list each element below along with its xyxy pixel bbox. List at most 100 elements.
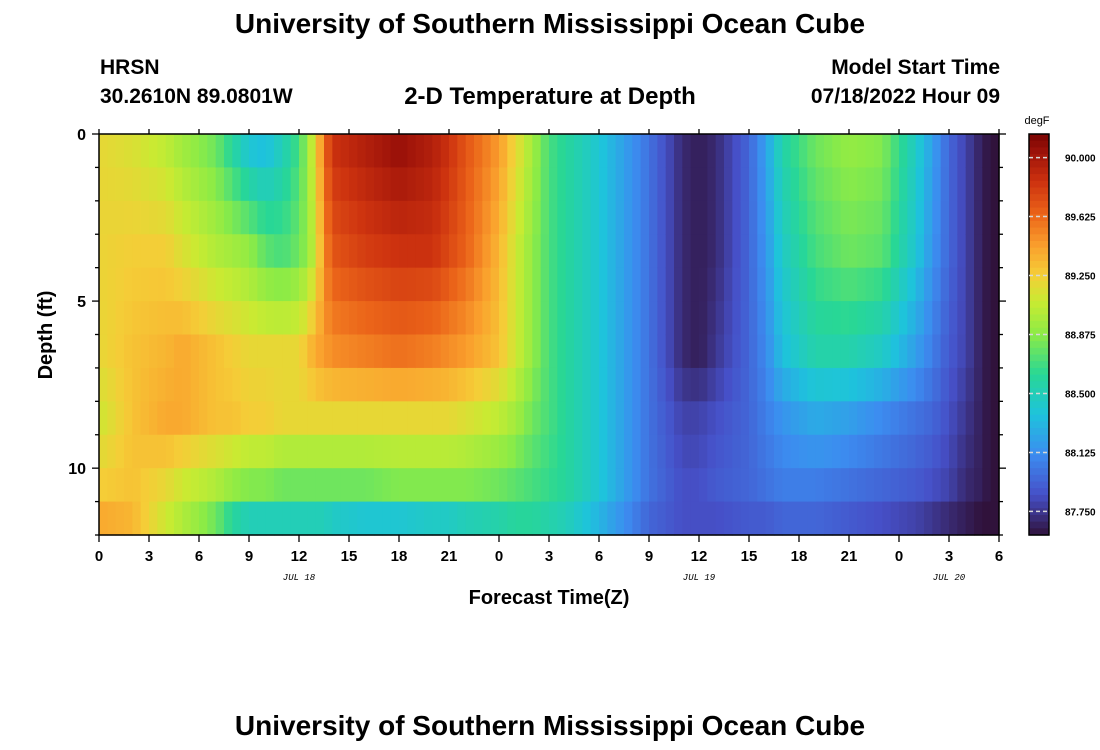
heatmap-cell (699, 267, 708, 302)
heatmap-cell (282, 468, 292, 503)
heatmap-cell (690, 367, 700, 402)
heatmap-cell (432, 501, 442, 536)
colorbar-segment (1029, 214, 1049, 222)
heatmap-cell (832, 301, 842, 336)
heatmap-cell (524, 434, 533, 469)
heatmap-cell (682, 434, 692, 469)
heatmap-cell (590, 434, 600, 469)
heatmap-cell (582, 468, 592, 503)
heatmap-cell (824, 134, 833, 169)
heatmap-cell (607, 167, 617, 202)
heatmap-cell (607, 301, 617, 336)
heatmap-cell (682, 167, 692, 202)
heatmap-cell (507, 334, 517, 369)
heatmap-cell (549, 301, 558, 336)
heatmap-cell (665, 334, 675, 369)
heatmap-cell (982, 501, 992, 536)
heatmap-cell (265, 367, 275, 402)
heatmap-cell (490, 167, 500, 202)
heatmap-cell (924, 367, 933, 402)
colorbar-units: degF (1024, 115, 1049, 127)
heatmap-cell (982, 468, 992, 503)
heatmap-cell (982, 334, 992, 369)
heatmap-cell (624, 434, 633, 469)
heatmap-cell (540, 401, 550, 436)
heatmap-cell (574, 234, 583, 269)
heatmap-cell (699, 434, 708, 469)
heatmap-cell (99, 334, 108, 369)
heatmap-cell (115, 134, 125, 169)
heatmap-cell (890, 367, 900, 402)
heatmap-cell (390, 434, 400, 469)
heatmap-cell (307, 267, 317, 302)
heatmap-cell (665, 267, 675, 302)
heatmap-cell (907, 468, 917, 503)
heatmap-cell (674, 134, 683, 169)
heatmap-cell (865, 301, 875, 336)
heatmap-cell (449, 401, 458, 436)
heatmap-cell (224, 468, 233, 503)
heatmap-cell (924, 200, 933, 235)
heatmap-cell (465, 267, 475, 302)
heatmap-cell (582, 200, 592, 235)
heatmap-cell (840, 401, 850, 436)
heatmap-cell (315, 301, 325, 336)
heatmap-cell (99, 167, 108, 202)
heatmap-cell (757, 501, 767, 536)
heatmap-cell (449, 267, 458, 302)
heatmap-cell (932, 501, 942, 536)
heatmap-cell (107, 334, 117, 369)
heatmap-cell (507, 401, 517, 436)
heatmap-cell (474, 434, 483, 469)
heatmap-cell (240, 200, 250, 235)
heatmap-cell (965, 334, 975, 369)
heatmap-cell (282, 401, 292, 436)
colorbar-tick-label: 88.500 (1065, 389, 1096, 400)
colorbar-gradient (1029, 134, 1049, 536)
heatmap-cell (515, 234, 525, 269)
heatmap-cell (457, 301, 467, 336)
heatmap-cell (565, 301, 575, 336)
heatmap-cell (449, 501, 458, 536)
heatmap-cell (415, 434, 425, 469)
heatmap-cell (540, 468, 550, 503)
heatmap-cell (657, 367, 667, 402)
heatmap-cell (524, 234, 533, 269)
heatmap-cell (315, 434, 325, 469)
x-axis-label: Forecast Time(Z) (469, 587, 630, 609)
heatmap-cell (532, 434, 542, 469)
heatmap-cell (315, 134, 325, 169)
heatmap-cells (99, 134, 1000, 536)
heatmap-cell (499, 234, 508, 269)
heatmap-cell (824, 434, 833, 469)
heatmap-cell (240, 167, 250, 202)
x-tick-label: 15 (341, 548, 358, 565)
heatmap-cell (332, 468, 342, 503)
heatmap-cell (699, 301, 708, 336)
heatmap-cell (915, 200, 925, 235)
heatmap-cell (782, 234, 792, 269)
heatmap-cell (640, 167, 650, 202)
colorbar-segment (1029, 327, 1049, 336)
x-tick-label: 12 (291, 548, 308, 565)
heatmap-cell (657, 234, 667, 269)
heatmap-cell (957, 401, 967, 436)
heatmap-cell (382, 401, 392, 436)
heatmap-cell (507, 301, 517, 336)
heatmap-cell (549, 501, 558, 536)
heatmap-cell (299, 468, 308, 503)
heatmap-cell (724, 200, 733, 235)
heatmap-cell (324, 167, 333, 202)
heatmap-cell (224, 501, 233, 536)
heatmap-cell (215, 167, 225, 202)
heatmap-cell (599, 301, 608, 336)
colorbar-segment (1029, 481, 1049, 489)
chart-title: University of Southern Mississippi Ocean… (234, 8, 866, 39)
heatmap-cell (424, 468, 433, 503)
heatmap-cell (432, 301, 442, 336)
colorbar-segment (1029, 488, 1049, 496)
heatmap-cell (557, 267, 567, 302)
heatmap-cell (382, 334, 392, 369)
heatmap-cell (640, 234, 650, 269)
y-tick-label: 5 (77, 294, 86, 311)
